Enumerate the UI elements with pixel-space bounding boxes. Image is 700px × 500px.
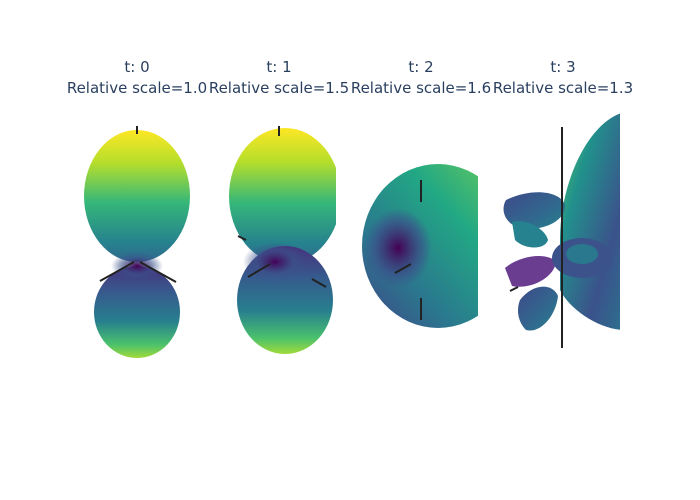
subplot-title-t-3: t: 3 xyxy=(550,58,575,76)
subplot-title-scale-2: Relative scale=1.6 xyxy=(351,79,491,97)
cavity-shadow xyxy=(364,208,432,288)
subplot-title-scale-0: Relative scale=1.0 xyxy=(67,79,207,97)
lower-lobe xyxy=(94,266,180,358)
neck-shadow xyxy=(243,242,307,282)
axis-line xyxy=(311,278,327,288)
upper-lobe xyxy=(84,130,190,262)
subplot-title-t-2: t: 2 xyxy=(408,58,433,76)
surface-panel-t1 xyxy=(229,126,336,354)
surface-panel-t2 xyxy=(362,164,478,328)
surface-panel-t0 xyxy=(84,126,190,358)
axis-line xyxy=(139,261,177,283)
axis-line xyxy=(237,235,247,241)
side-lobe-lower xyxy=(518,286,558,331)
axis-line xyxy=(394,263,412,274)
axis-line xyxy=(247,263,271,278)
subplot-title-scale-1: Relative scale=1.5 xyxy=(209,79,349,97)
subplot-title-t-0: t: 0 xyxy=(124,58,149,76)
surface-panel-t3 xyxy=(503,113,620,348)
main-lobe xyxy=(560,113,620,330)
side-lobe-upper xyxy=(503,192,566,229)
side-lobe-left xyxy=(512,221,548,248)
axis-line xyxy=(509,286,519,292)
subplot-title-scale-3: Relative scale=1.3 xyxy=(493,79,633,97)
upper-lobe xyxy=(229,128,336,264)
axis-line xyxy=(99,261,135,282)
hub-inner xyxy=(566,244,598,264)
neck-shadow xyxy=(111,252,163,280)
subplot-title-t-1: t: 1 xyxy=(266,58,291,76)
side-lobe-middle xyxy=(505,256,556,287)
